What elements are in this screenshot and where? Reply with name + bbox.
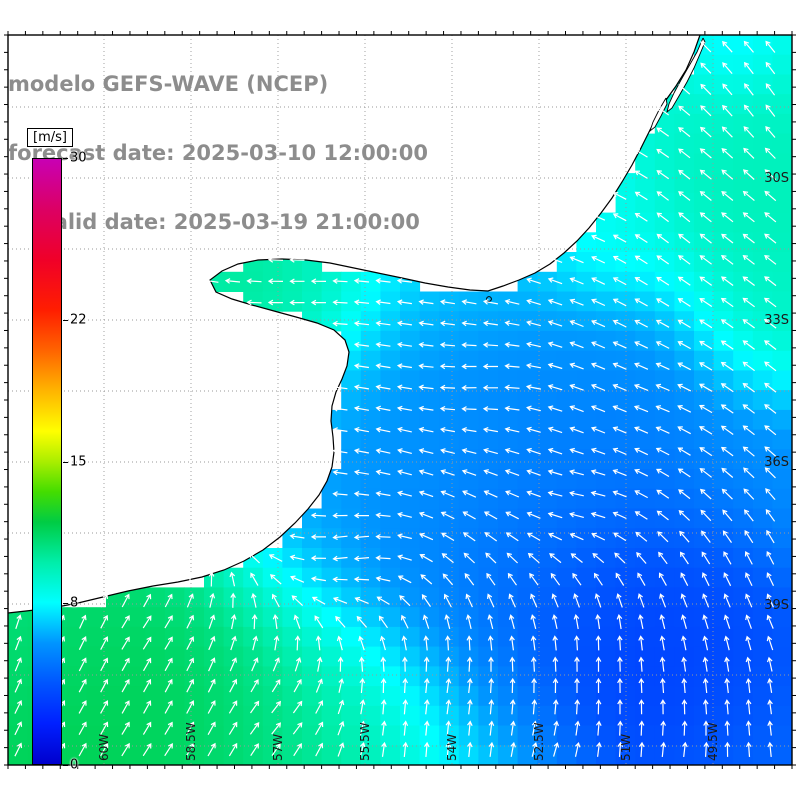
lon-label: 51W <box>619 734 633 761</box>
grid-lines <box>8 35 792 765</box>
lat-label: 36S <box>764 455 789 470</box>
lagoon-outline <box>666 37 706 114</box>
colorbar <box>32 158 62 765</box>
colorbar-tick-label: 30 <box>70 150 87 166</box>
lat-label: 33S <box>764 313 789 328</box>
lon-label: 54W <box>445 734 459 761</box>
coastline <box>7 34 706 614</box>
colorbar-tick-mark <box>63 319 68 321</box>
valid-date: valid date: 2025-03-19 21:00:00 <box>40 210 420 234</box>
colorbar-tick-label: 15 <box>70 454 87 469</box>
colorbar-tick-label: 0 <box>70 757 79 773</box>
axis-labels: 30S 33S 36S 39S 60W 58.5W 57W 55.5W 54W 52.5W 51W 4… <box>97 171 789 761</box>
lon-label: 58.5W <box>184 722 198 761</box>
lagoon-outline <box>649 97 668 133</box>
lon-label: 55.5W <box>358 722 372 761</box>
lat-label: 30S <box>764 171 789 186</box>
colorbar-tick-mark <box>63 603 68 605</box>
colorbar-tick-label: 8 <box>70 595 79 611</box>
model-name: modelo GEFS-WAVE (NCEP) <box>8 72 329 96</box>
colorbar-tick-mark <box>63 765 68 766</box>
island-marker <box>486 296 492 302</box>
lat-label: 39S <box>764 598 789 613</box>
coastline-path <box>7 34 701 614</box>
land <box>8 35 700 613</box>
plot-title: modelo GEFS-WAVE (NCEP) forecast date: 2… <box>8 27 428 280</box>
lon-label: 60W <box>97 734 111 761</box>
wind-arrows <box>14 40 777 757</box>
lon-label: 52.5W <box>532 722 546 761</box>
forecast-date: forecast date: 2025-03-10 12:00:00 <box>8 141 428 165</box>
lon-label: 49.5W <box>706 722 720 761</box>
colorbar-tick-mark <box>63 158 68 159</box>
lon-label: 57W <box>271 734 285 761</box>
frame <box>4 31 796 769</box>
colorbar-tick-label: 22 <box>70 312 87 328</box>
colorbar-tick-mark <box>63 461 68 463</box>
colorbar-unit-label: [m/s] <box>27 128 73 147</box>
